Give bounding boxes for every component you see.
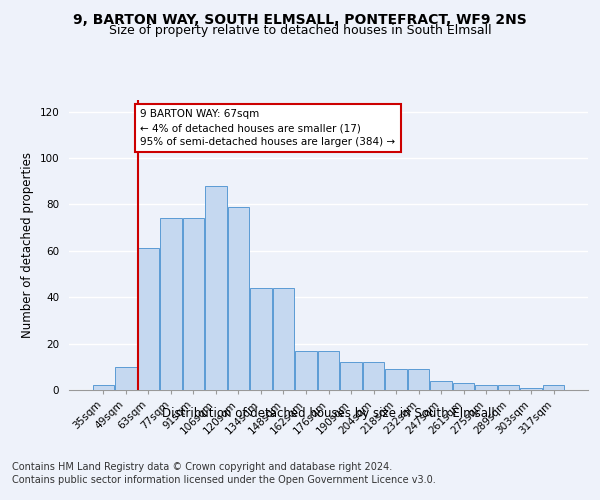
Bar	[273, 288, 294, 390]
Bar	[250, 288, 272, 390]
Text: 9, BARTON WAY, SOUTH ELMSALL, PONTEFRACT, WF9 2NS: 9, BARTON WAY, SOUTH ELMSALL, PONTEFRACT…	[73, 12, 527, 26]
Text: Size of property relative to detached houses in South Elmsall: Size of property relative to detached ho…	[109, 24, 491, 37]
Bar	[182, 218, 204, 390]
Bar	[318, 350, 339, 390]
Bar	[543, 386, 565, 390]
Text: Contains HM Land Registry data © Crown copyright and database right 2024.: Contains HM Land Registry data © Crown c…	[12, 462, 392, 472]
Bar	[498, 386, 520, 390]
Bar	[520, 388, 542, 390]
Bar	[205, 186, 227, 390]
Bar	[92, 386, 114, 390]
Bar	[137, 248, 159, 390]
Text: 9 BARTON WAY: 67sqm
← 4% of detached houses are smaller (17)
95% of semi-detache: 9 BARTON WAY: 67sqm ← 4% of detached hou…	[140, 110, 395, 148]
Bar	[453, 383, 475, 390]
Bar	[160, 218, 182, 390]
Text: Contains public sector information licensed under the Open Government Licence v3: Contains public sector information licen…	[12, 475, 436, 485]
Text: Distribution of detached houses by size in South Elmsall: Distribution of detached houses by size …	[163, 408, 495, 420]
Bar	[408, 369, 429, 390]
Bar	[295, 350, 317, 390]
Bar	[340, 362, 362, 390]
Bar	[430, 380, 452, 390]
Bar	[228, 206, 249, 390]
Bar	[385, 369, 407, 390]
Bar	[363, 362, 384, 390]
Y-axis label: Number of detached properties: Number of detached properties	[21, 152, 34, 338]
Bar	[475, 386, 497, 390]
Bar	[115, 367, 137, 390]
